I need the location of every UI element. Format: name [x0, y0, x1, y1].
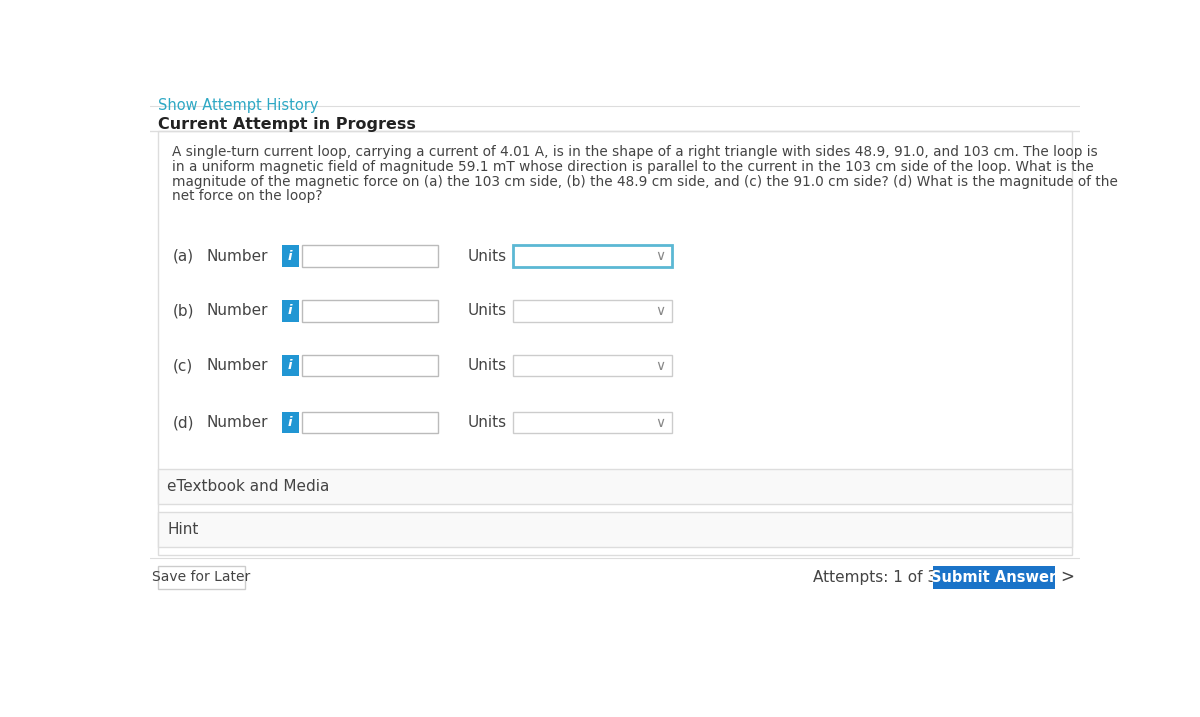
FancyBboxPatch shape [282, 355, 299, 376]
FancyBboxPatch shape [302, 300, 438, 322]
Text: Units: Units [468, 249, 506, 264]
Text: Units: Units [468, 303, 506, 318]
Text: Number: Number [206, 249, 268, 264]
Text: >: > [1060, 569, 1074, 587]
FancyBboxPatch shape [514, 355, 672, 376]
Text: i: i [288, 250, 293, 262]
Text: Attempts: 1 of 3 used: Attempts: 1 of 3 used [812, 570, 978, 585]
Text: (c): (c) [173, 358, 193, 373]
FancyBboxPatch shape [514, 412, 672, 433]
Text: eTextbook and Media: eTextbook and Media [167, 479, 330, 494]
FancyBboxPatch shape [282, 300, 299, 322]
Text: ∨: ∨ [655, 250, 665, 263]
Text: net force on the loop?: net force on the loop? [172, 189, 322, 203]
Text: A single-turn current loop, carrying a current of 4.01 A, is in the shape of a r: A single-turn current loop, carrying a c… [172, 146, 1098, 159]
FancyBboxPatch shape [932, 566, 1055, 589]
FancyBboxPatch shape [157, 566, 245, 589]
FancyBboxPatch shape [514, 300, 672, 322]
FancyBboxPatch shape [157, 130, 1073, 555]
FancyBboxPatch shape [157, 469, 1073, 504]
FancyBboxPatch shape [302, 355, 438, 376]
FancyBboxPatch shape [282, 412, 299, 433]
Text: ∨: ∨ [655, 304, 665, 318]
Text: Number: Number [206, 358, 268, 373]
Text: ∨: ∨ [655, 358, 665, 373]
Text: Number: Number [206, 415, 268, 430]
Text: Current Attempt in Progress: Current Attempt in Progress [157, 117, 415, 132]
Text: Number: Number [206, 303, 268, 318]
FancyBboxPatch shape [514, 245, 672, 267]
Text: Units: Units [468, 358, 506, 373]
Text: magnitude of the magnetic force on (a) the 103 cm side, (b) the 48.9 cm side, an: magnitude of the magnetic force on (a) t… [172, 175, 1117, 189]
Text: Units: Units [468, 415, 506, 430]
Text: Save for Later: Save for Later [152, 570, 251, 584]
FancyBboxPatch shape [157, 512, 1073, 547]
Text: ∨: ∨ [655, 416, 665, 429]
Text: i: i [288, 305, 293, 318]
Text: (a): (a) [173, 249, 194, 264]
FancyBboxPatch shape [302, 245, 438, 267]
Text: Submit Answer: Submit Answer [931, 570, 1056, 585]
Text: in a uniform magnetic field of magnitude 59.1 mT whose direction is parallel to : in a uniform magnetic field of magnitude… [172, 160, 1093, 174]
FancyBboxPatch shape [282, 245, 299, 267]
Text: (d): (d) [173, 415, 194, 430]
Text: Show Attempt History: Show Attempt History [157, 98, 318, 113]
FancyBboxPatch shape [302, 412, 438, 433]
Text: i: i [288, 359, 293, 372]
Text: i: i [288, 416, 293, 429]
Text: (b): (b) [173, 303, 194, 318]
Text: Hint: Hint [167, 522, 198, 537]
